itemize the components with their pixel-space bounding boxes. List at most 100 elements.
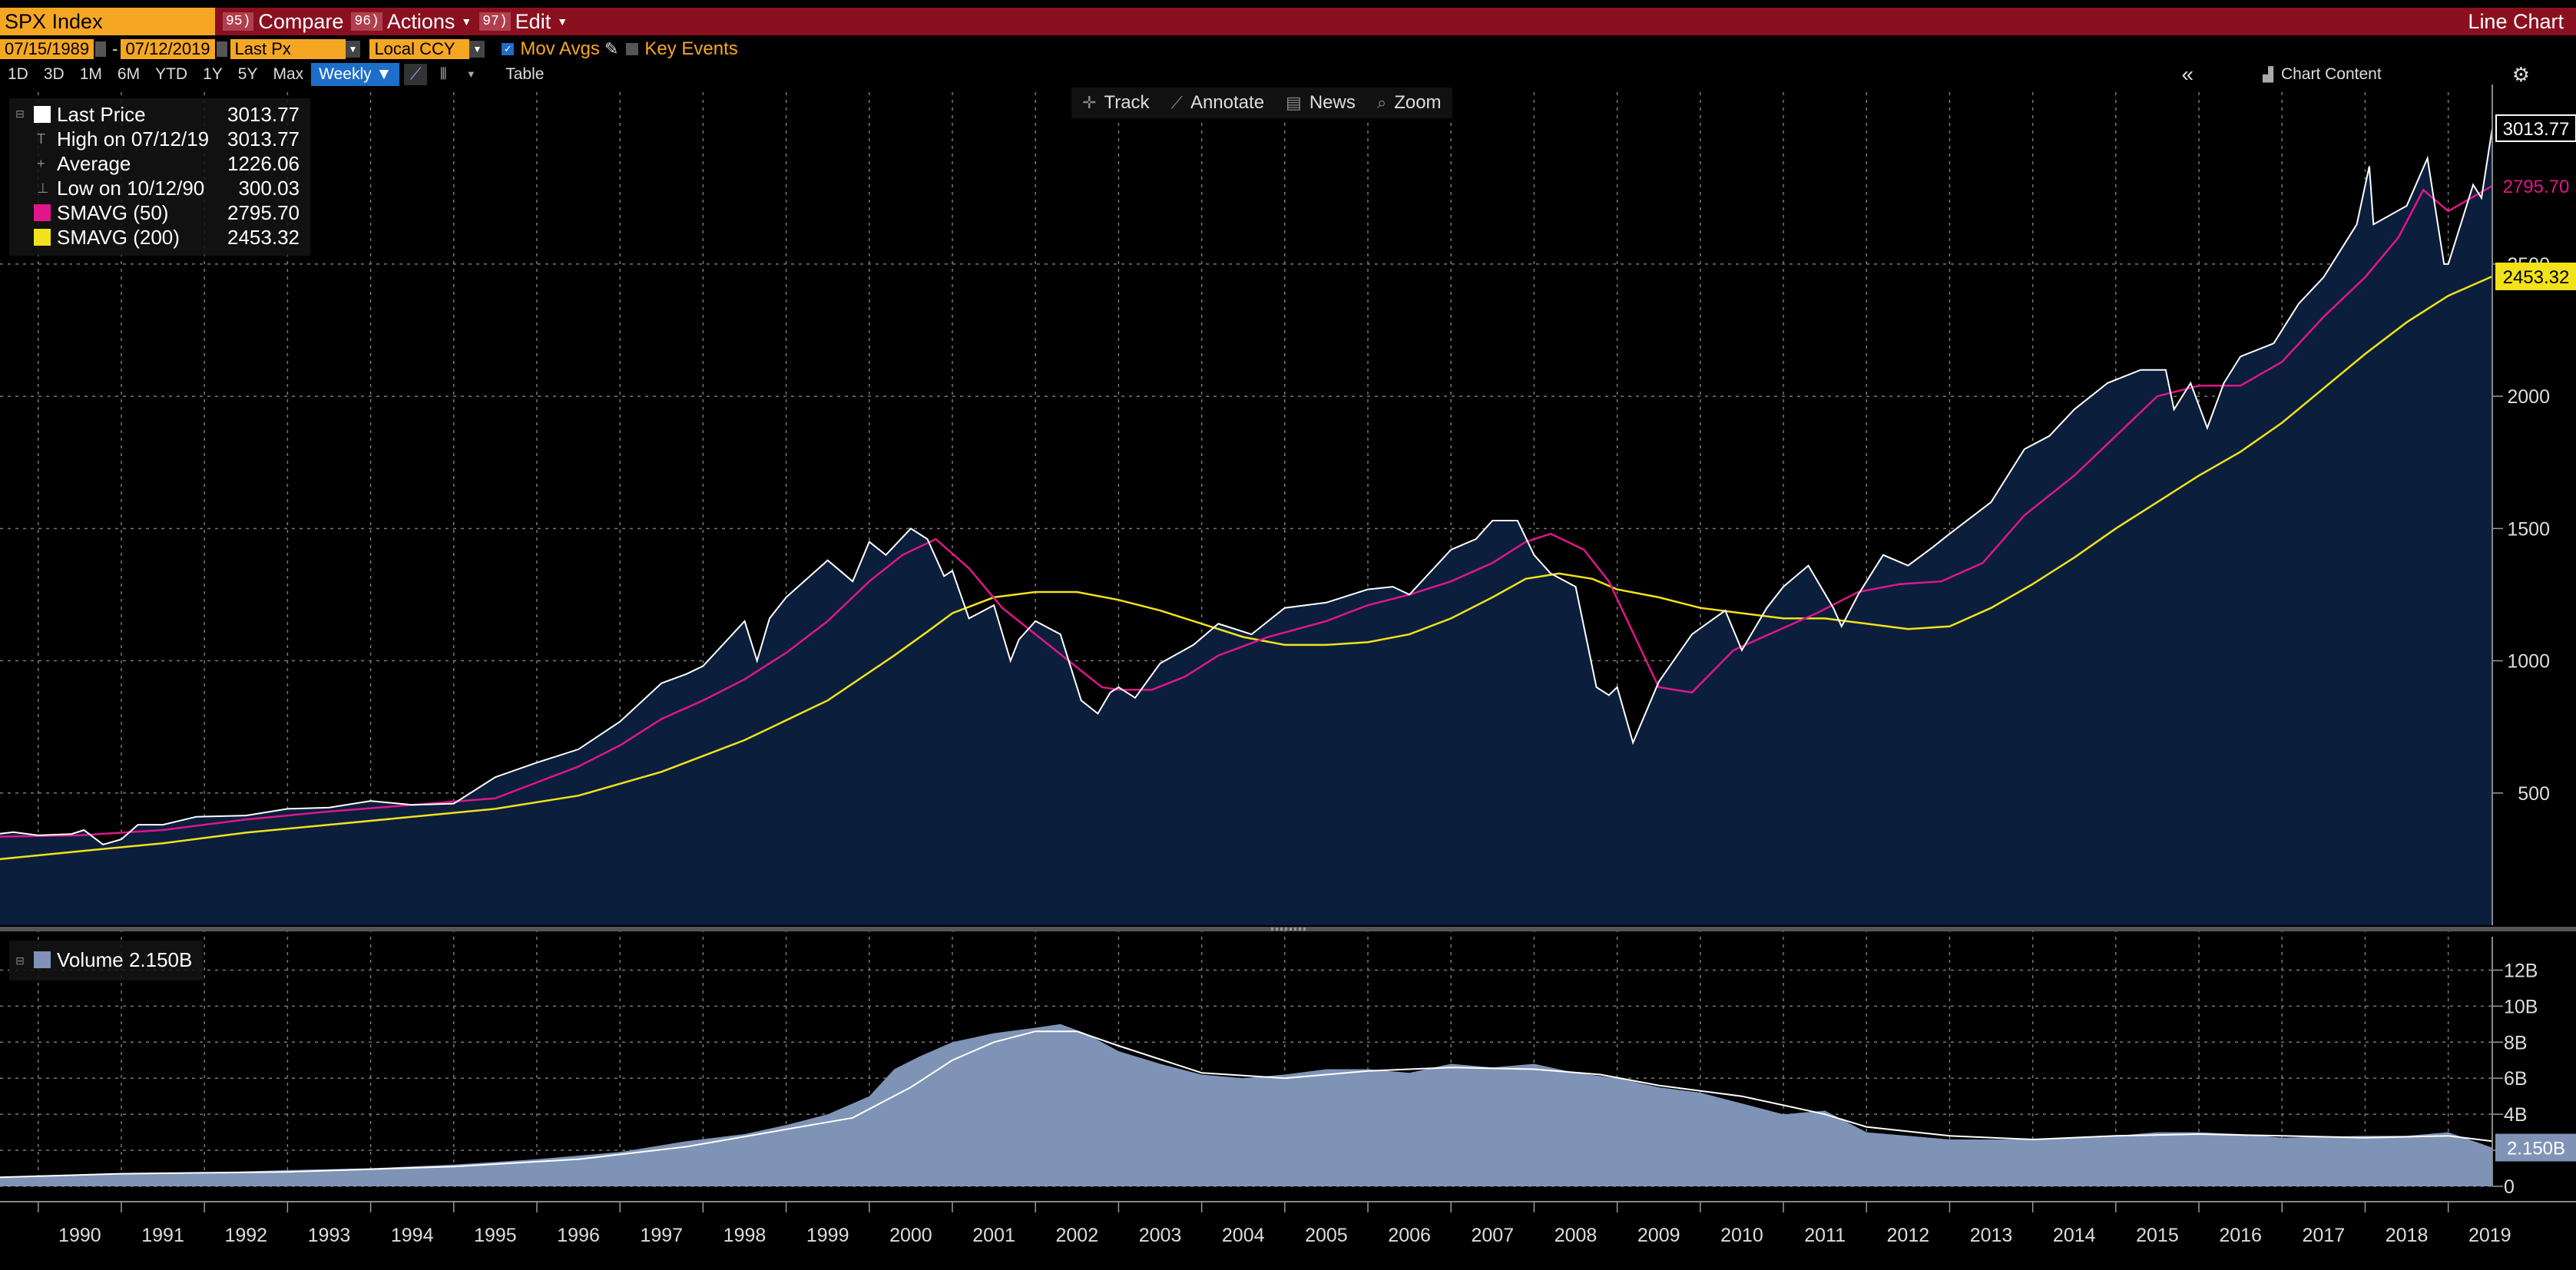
news-icon: ▤ [1286, 93, 1302, 112]
annotate-icon: ⟋ [1170, 93, 1183, 112]
chevron-down-icon: ▼ [557, 15, 568, 28]
x-tick-label: 1995 [474, 1225, 517, 1246]
x-tick-label: 2016 [2219, 1225, 2262, 1246]
sma200-tag-text: 2453.32 [2503, 267, 2570, 288]
volume-tick-label: 10B [2504, 996, 2538, 1017]
collapse-legend-icon[interactable]: ⊟ [15, 107, 25, 120]
legend-average[interactable]: + Average 1226.06 [9, 152, 310, 176]
x-tick-label: 2006 [1388, 1225, 1431, 1246]
legend-low[interactable]: ⊥ Low on 10/12/90 300.03 [9, 177, 310, 200]
edit-button[interactable]: 97) Edit ▼ [479, 8, 568, 35]
legend-last-price[interactable]: Last Price 3013.77 [9, 103, 310, 127]
legend-value: 2795.70 [227, 201, 300, 224]
chart-content-controls: « ▟ Chart Content ⚙ [2182, 62, 2576, 87]
actions-button[interactable]: 96) Actions ▼ [351, 8, 472, 35]
sma50-line [0, 184, 2493, 838]
field-select[interactable]: Last Px [230, 39, 346, 59]
volume-tick-label: 0 [2504, 1176, 2515, 1198]
chevron-down-icon[interactable]: ▼ [469, 41, 485, 58]
x-tick-label: 2014 [2053, 1225, 2096, 1246]
key-events-checkbox[interactable] [626, 43, 639, 55]
legend-label: Average [57, 152, 131, 175]
chart-content-icon: ▟ [2263, 66, 2273, 82]
pencil-icon[interactable]: ✎ [604, 39, 619, 58]
range-row: 1D 3D 1M 6M YTD 1Y 5Y Max Weekly ▼ ⟋ ⫴ ▼… [0, 62, 2576, 87]
legend-label: SMAVG (200) [57, 226, 180, 249]
legend-high[interactable]: T High on 07/12/19 3013.77 [9, 127, 310, 151]
chevron-down-icon[interactable]: ▼ [345, 41, 361, 58]
ticker-field[interactable]: SPX Index [0, 8, 215, 35]
x-tick-label: 2000 [889, 1225, 932, 1246]
calendar-icon[interactable] [216, 41, 227, 57]
range-1d[interactable]: 1D [8, 65, 28, 83]
chevron-down-icon: ▼ [461, 15, 472, 28]
chart-content-button[interactable]: Chart Content [2280, 65, 2382, 83]
zoom-tool[interactable]: ⌕ Zoom [1366, 92, 1452, 114]
compare-label: Compare [258, 9, 344, 33]
frequency-label: Weekly [319, 65, 372, 83]
line-chart-icon[interactable]: ⟋ [404, 64, 428, 85]
collapse-panel-icon[interactable]: « [2181, 62, 2194, 86]
range-max[interactable]: Max [273, 65, 304, 83]
x-tick-label: 2012 [1887, 1225, 1930, 1246]
mov-avgs-label[interactable]: Mov Avgs [520, 38, 600, 59]
sma50-tag-box [2495, 172, 2576, 200]
news-label: News [1309, 92, 1356, 113]
chart-type-label: Line Chart [2468, 9, 2564, 33]
chevron-down-icon[interactable]: ▼ [465, 68, 476, 80]
range-1m[interactable]: 1M [79, 65, 102, 83]
start-date-field[interactable]: 07/15/1989 [0, 39, 94, 59]
key-events-label[interactable]: Key Events [644, 38, 738, 59]
collapse-legend-icon[interactable]: ⊟ [15, 954, 25, 967]
command-bar: SPX Index 95) Compare 96) Actions ▼ 97) … [0, 8, 2576, 35]
volume-tag-box [2495, 1133, 2576, 1162]
legend-label: High on 07/12/19 [57, 127, 210, 150]
sma50-tag-text: 2795.70 [2503, 177, 2570, 197]
sma200-line [0, 275, 2493, 861]
volume-bars [0, 1024, 2492, 1186]
range-1y[interactable]: 1Y [203, 65, 223, 83]
news-tool[interactable]: ▤ News [1275, 92, 1366, 114]
x-tick-label: 1996 [557, 1225, 600, 1246]
bar-style-icon[interactable]: ⫴ [439, 65, 447, 83]
high-marker-icon: T [37, 131, 45, 147]
track-tool[interactable]: ✛ Track [1071, 92, 1161, 114]
volume-legend[interactable]: ⊟ Volume 2.150B [9, 941, 203, 981]
end-date-field[interactable]: 07/12/2019 [121, 39, 215, 59]
x-tick-label: 2019 [2468, 1225, 2511, 1246]
mov-avgs-checkbox[interactable]: ✓ [502, 43, 515, 55]
range-3d[interactable]: 3D [43, 65, 65, 83]
x-tick-label: 2017 [2303, 1225, 2346, 1246]
x-tick-label: 2018 [2386, 1225, 2429, 1246]
volume-legend-label: Volume 2.150B [57, 948, 193, 971]
currency-select[interactable]: Local CCY [369, 39, 470, 59]
range-5y[interactable]: 5Y [237, 65, 258, 83]
x-tick-label: 2003 [1139, 1225, 1182, 1246]
track-label: Track [1104, 92, 1150, 113]
range-ytd[interactable]: YTD [155, 65, 188, 83]
calendar-icon[interactable] [95, 41, 107, 57]
table-button[interactable]: Table [505, 65, 545, 83]
last-price-tag-box [2495, 114, 2576, 142]
compare-number: 95) [223, 12, 254, 31]
volume-average-line [0, 1030, 2493, 1179]
gear-icon[interactable]: ⚙ [2511, 62, 2530, 86]
x-tick-label: 2004 [1222, 1225, 1265, 1246]
actions-number: 96) [351, 12, 382, 31]
actions-label: Actions [386, 9, 455, 33]
x-tick-label: 1990 [58, 1225, 101, 1246]
legend-sma200[interactable]: SMAVG (200) 2453.32 [9, 226, 310, 250]
price-legend: ⊟ Last Price 3013.77 T High on 07/12/19 … [9, 98, 310, 256]
annotate-tool[interactable]: ⟋ Annotate [1161, 92, 1276, 114]
legend-sma50[interactable]: SMAVG (50) 2795.70 [9, 201, 310, 225]
compare-button[interactable]: 95) Compare [223, 8, 343, 35]
frequency-select[interactable]: Weekly ▼ [311, 63, 400, 86]
range-6m[interactable]: 6M [117, 65, 141, 83]
settings-row: 07/15/1989 - 07/12/2019 Last Px ▼ Local … [0, 38, 738, 60]
zoom-label: Zoom [1394, 92, 1442, 113]
volume-tick-label: 4B [2504, 1104, 2528, 1126]
x-tick-label: 2001 [972, 1225, 1015, 1246]
x-tick-label: 2013 [1970, 1225, 2013, 1246]
